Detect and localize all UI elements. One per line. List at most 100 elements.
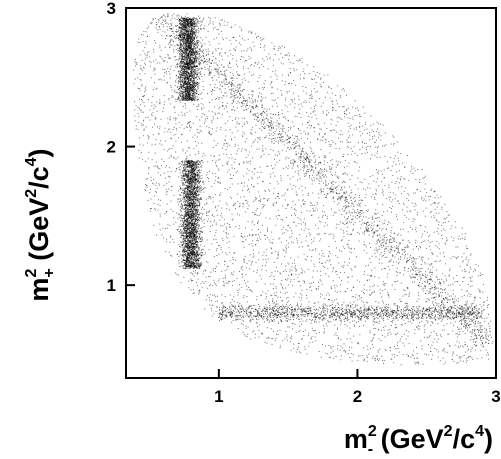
data-point <box>255 198 257 200</box>
data-point <box>483 304 485 306</box>
data-point <box>306 111 308 113</box>
data-point <box>202 220 204 222</box>
data-point <box>271 99 273 101</box>
data-point <box>236 123 238 125</box>
data-point <box>365 142 367 144</box>
data-point <box>264 341 266 343</box>
data-point <box>432 341 434 343</box>
data-point <box>323 204 325 206</box>
data-point <box>332 280 334 282</box>
data-point <box>459 345 461 347</box>
data-point <box>231 299 233 301</box>
data-point <box>265 258 267 260</box>
data-point <box>311 335 313 337</box>
data-point <box>320 262 322 264</box>
data-point <box>320 274 322 276</box>
data-point <box>256 296 258 298</box>
data-point <box>397 308 399 310</box>
data-point <box>252 234 254 236</box>
data-point <box>240 50 242 52</box>
data-point <box>166 227 168 229</box>
data-point <box>274 340 276 342</box>
data-point <box>335 255 337 257</box>
data-point <box>316 203 318 205</box>
data-point <box>216 241 218 243</box>
data-point <box>406 206 408 208</box>
data-point <box>247 38 249 40</box>
data-point <box>431 302 433 304</box>
data-point <box>264 80 266 82</box>
data-point <box>331 100 333 102</box>
data-point <box>352 106 354 108</box>
data-point <box>309 210 311 212</box>
data-point <box>232 37 234 39</box>
data-point <box>287 262 289 264</box>
data-point <box>413 205 415 207</box>
data-point <box>309 73 311 75</box>
data-point <box>208 132 210 134</box>
data-point <box>201 251 203 253</box>
data-point <box>208 110 210 112</box>
data-point <box>243 320 245 322</box>
data-point <box>279 347 281 349</box>
data-point <box>212 89 213 91</box>
data-point <box>354 161 356 163</box>
data-point <box>231 26 233 28</box>
data-point <box>171 138 173 140</box>
data-point <box>189 160 191 162</box>
data-point <box>470 268 472 270</box>
data-point <box>328 255 330 257</box>
data-point <box>192 60 194 62</box>
data-point <box>192 78 194 80</box>
data-point <box>350 212 352 214</box>
data-point <box>312 341 314 343</box>
data-point <box>434 203 436 205</box>
data-point <box>218 108 220 110</box>
data-point <box>334 299 336 301</box>
data-point <box>159 101 161 103</box>
data-point <box>428 313 430 315</box>
data-point <box>312 192 314 194</box>
data-point <box>148 98 150 100</box>
data-point <box>359 355 361 357</box>
data-point <box>284 104 286 106</box>
data-point <box>306 294 308 296</box>
data-point <box>359 122 361 124</box>
data-point <box>255 322 257 324</box>
data-point <box>358 240 360 242</box>
data-point <box>353 324 355 326</box>
data-point <box>436 304 438 306</box>
data-point <box>429 290 431 292</box>
data-point <box>304 222 306 224</box>
data-point <box>418 328 420 330</box>
data-point <box>141 59 143 61</box>
data-point <box>240 56 242 58</box>
data-point <box>381 214 383 216</box>
data-point <box>269 183 271 185</box>
data-point <box>150 208 152 210</box>
data-point <box>437 338 439 340</box>
data-point <box>265 270 267 272</box>
data-point <box>335 356 337 358</box>
data-point <box>163 172 165 174</box>
data-point <box>347 276 349 278</box>
data-point <box>448 333 450 335</box>
data-point <box>218 278 220 280</box>
data-point <box>225 106 227 108</box>
data-point <box>258 137 260 139</box>
data-point <box>206 287 208 289</box>
data-point <box>481 274 483 276</box>
data-point <box>372 285 374 287</box>
data-point <box>272 320 274 322</box>
data-point <box>171 255 173 257</box>
data-point <box>327 74 329 76</box>
data-point <box>464 271 466 273</box>
data-point <box>340 355 342 357</box>
data-point <box>376 355 378 357</box>
data-point <box>346 139 348 141</box>
data-point <box>326 113 328 115</box>
data-point <box>428 263 430 265</box>
data-point <box>166 150 168 152</box>
data-point <box>251 102 253 104</box>
data-point <box>204 187 206 189</box>
